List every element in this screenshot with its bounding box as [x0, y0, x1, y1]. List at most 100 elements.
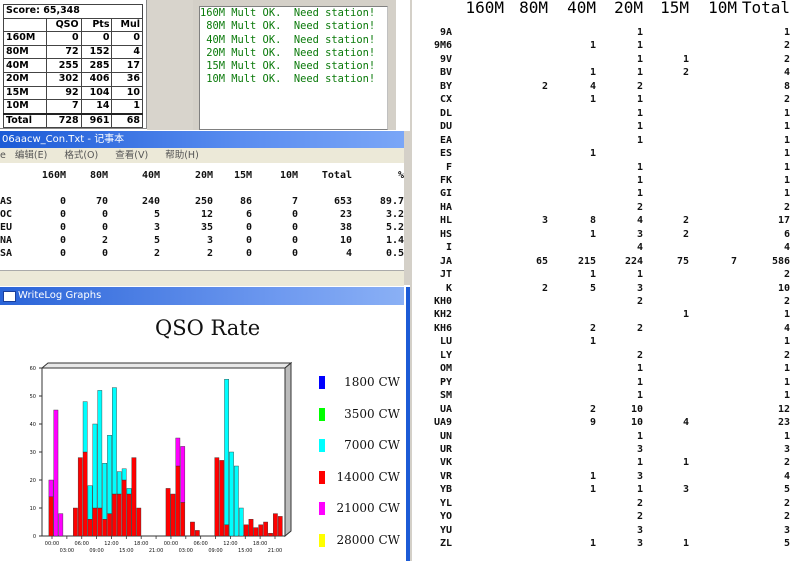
- prefix-cell: GI: [439, 188, 452, 200]
- bar-segment: [92, 423, 98, 509]
- country-row[interactable]: LU 1 1: [412, 335, 796, 348]
- message-line: 10M Mult OK. Need station!: [200, 73, 376, 86]
- row-label: EU: [0, 222, 13, 233]
- country-row[interactable]: FK 1 1: [412, 174, 796, 187]
- country-row[interactable]: VK 1 1 2: [412, 456, 796, 469]
- country-row[interactable]: YB 1 1 3 5: [412, 483, 796, 496]
- count-cell: 1: [783, 336, 790, 348]
- menu-item-partial[interactable]: e: [0, 150, 6, 161]
- bar-segment: [126, 488, 132, 495]
- score-cell: 285: [81, 58, 113, 73]
- country-row[interactable]: KH2 1 1: [412, 308, 796, 321]
- country-row[interactable]: JT 1 1 2: [412, 268, 796, 281]
- country-row[interactable]: K 2 5 3 10: [412, 282, 796, 295]
- messages-scrollbar[interactable]: [389, 6, 395, 128]
- score-cell: 14: [81, 99, 113, 115]
- cell: %: [397, 170, 404, 181]
- score-cell: 17: [111, 58, 143, 73]
- country-row[interactable]: I 4 4: [412, 241, 796, 254]
- menu-item-view[interactable]: 查看(V): [115, 150, 149, 161]
- count-cell: 3: [682, 484, 689, 496]
- country-row[interactable]: UA 2 10 12: [412, 403, 796, 416]
- menu-item-format[interactable]: 格式(O): [64, 150, 99, 161]
- menu-item-help[interactable]: 帮助(H): [165, 150, 199, 161]
- bar-segment: [102, 462, 108, 520]
- column-header: 160M: [465, 0, 504, 17]
- country-row[interactable]: BV 1 1 2 4: [412, 66, 796, 79]
- country-row[interactable]: JA 65 215 224 75 7 586: [412, 255, 796, 268]
- count-cell: 2: [682, 215, 689, 227]
- bar-segment: [273, 513, 278, 537]
- bar-segment: [170, 493, 176, 537]
- bar-segment: [243, 524, 249, 537]
- country-row[interactable]: SM 1 1: [412, 389, 796, 402]
- count-cell: 2: [783, 511, 790, 523]
- cell: 40M: [141, 170, 160, 181]
- window-divider[interactable]: [410, 0, 412, 561]
- country-row[interactable]: 9A 1 1: [412, 26, 796, 39]
- country-row[interactable]: VR 1 3 4: [412, 470, 796, 483]
- notepad-scrollbar[interactable]: [404, 131, 410, 285]
- count-cell: 1: [589, 94, 596, 106]
- count-cell: 1: [636, 430, 643, 442]
- notepad-horizontal-scrollbar[interactable]: [0, 270, 404, 286]
- bar-segment: [175, 465, 181, 537]
- cell: 0: [59, 235, 66, 246]
- count-cell: 3: [636, 538, 643, 550]
- graphs-titlebar[interactable]: WriteLog Graphs: [0, 287, 404, 305]
- country-row[interactable]: UN 1 1: [412, 430, 796, 443]
- count-cell: 1: [589, 269, 596, 281]
- notepad-text-area[interactable]: 160M 80M 40M 20M 15M 10M Total% AS 0 70 240 250 86 7 6…: [0, 163, 404, 270]
- legend-label: 3500 CW: [344, 406, 400, 421]
- country-row[interactable]: HA 2 2: [412, 201, 796, 214]
- country-row[interactable]: EA 1 1: [412, 134, 796, 147]
- bar-segment: [253, 527, 259, 537]
- country-row[interactable]: YO 2 2: [412, 510, 796, 523]
- notepad-title: 06aacw_Con.Txt - 记事本: [2, 134, 125, 145]
- x-tick-label-top: 12:00: [223, 541, 237, 547]
- score-cell: 0: [111, 31, 143, 46]
- country-row[interactable]: UA9 9 10 4 23: [412, 416, 796, 429]
- cell: 0: [291, 235, 298, 246]
- count-cell: 8: [589, 215, 596, 227]
- row-label: NA: [0, 235, 13, 246]
- country-row[interactable]: OM 1 1: [412, 362, 796, 375]
- country-row[interactable]: YL 2 2: [412, 497, 796, 510]
- bar-segment: [82, 401, 88, 453]
- x-tick-label-bottom: 09:00: [208, 548, 222, 554]
- country-row[interactable]: 9M6 1 1 2: [412, 39, 796, 52]
- count-cell: 3: [636, 443, 643, 455]
- messages-box[interactable]: 160M Mult OK. Need station! 80M Mult OK.…: [199, 6, 388, 130]
- country-row[interactable]: UR 3 3: [412, 443, 796, 456]
- country-row[interactable]: DU 1 1: [412, 120, 796, 133]
- country-row[interactable]: GI 1 1: [412, 187, 796, 200]
- prefix-cell: YO: [439, 511, 452, 523]
- notepad-titlebar[interactable]: 06aacw_Con.Txt - 记事本: [0, 131, 404, 148]
- cell: 0: [291, 209, 298, 220]
- country-row[interactable]: KH0 2 2: [412, 295, 796, 308]
- count-cell: 5: [783, 484, 790, 496]
- qso-rate-chart: 010203040506000:0003:0006:0009:0012:0015…: [30, 361, 292, 554]
- bar-segment: [277, 516, 283, 537]
- country-row[interactable]: HL 3 8 4 2 17: [412, 214, 796, 227]
- country-row[interactable]: KH6 2 2 4: [412, 322, 796, 335]
- x-tick-label-bottom: 09:00: [89, 548, 103, 554]
- bar-segment: [263, 521, 268, 537]
- count-cell: 1: [589, 336, 596, 348]
- country-row[interactable]: PY 1 1: [412, 376, 796, 389]
- country-row[interactable]: CX 1 1 2: [412, 93, 796, 106]
- country-row[interactable]: HS 1 3 2 6: [412, 228, 796, 241]
- country-row[interactable]: LY 2 2: [412, 349, 796, 362]
- country-row[interactable]: DL 1 1: [412, 107, 796, 120]
- country-row[interactable]: ZL 1 3 1 5: [412, 537, 796, 550]
- prefix-cell: EA: [439, 134, 452, 146]
- country-row[interactable]: YU 3 3: [412, 524, 796, 537]
- prefix-cell: PY: [439, 376, 452, 388]
- country-row[interactable]: F 1 1: [412, 161, 796, 174]
- country-table[interactable]: 9A 1 1 9M6 1 1 2 9V 1 1 2 BV 1 1 2 4 BY 2 4 2 8 CX 1 1 2 DL 1 1 DU 1 1…: [412, 14, 796, 561]
- country-row[interactable]: BY 2 4 2 8: [412, 80, 796, 93]
- country-row[interactable]: 9V 1 1 2: [412, 53, 796, 66]
- country-row[interactable]: ES 1 1: [412, 147, 796, 160]
- menu-item-edit[interactable]: 编辑(E): [14, 150, 48, 161]
- score-cell: 72: [46, 45, 82, 60]
